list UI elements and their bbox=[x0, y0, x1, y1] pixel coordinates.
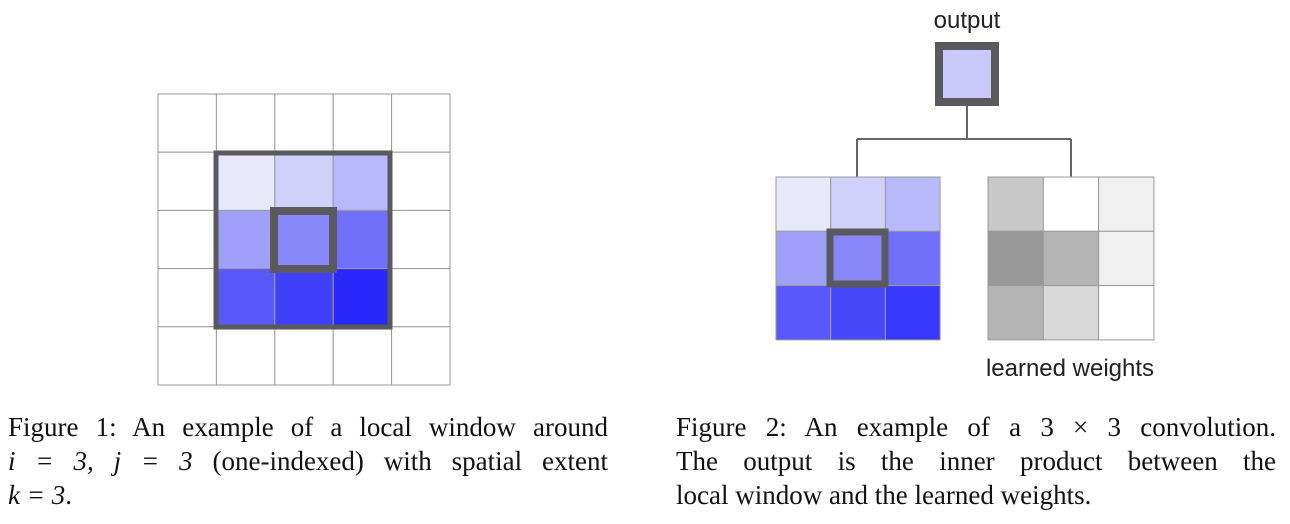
figure1-cell-r4-c1 bbox=[157, 268, 217, 328]
figure1-cell-r1-c1 bbox=[157, 93, 217, 153]
figure1-cell-r2-c1 bbox=[157, 151, 217, 211]
figure2-window-cell-r3-c1 bbox=[775, 285, 832, 341]
figure1-cell-r5-c2 bbox=[215, 326, 276, 386]
weights-cell-r1-c2 bbox=[1042, 176, 1100, 232]
weights-cell-r1-c3 bbox=[1098, 176, 1155, 232]
learned-weights-label: learned weights bbox=[986, 355, 1154, 382]
figure1-cell-r1-c4 bbox=[332, 93, 393, 153]
figure1-grid bbox=[157, 93, 451, 386]
figure2-window-cell-r2-c2 bbox=[830, 230, 886, 287]
figure2-caption-line1: Figure 2: An example of a 3 × 3 convolut… bbox=[676, 412, 1276, 442]
figure2-window-cell-r1-c3 bbox=[884, 176, 941, 232]
weights-cell-r3-c3 bbox=[1098, 285, 1155, 341]
figure1-cell-r3-c5 bbox=[391, 209, 451, 270]
weights-cell-r1-c1 bbox=[987, 176, 1044, 232]
figure1-cell-r1-c3 bbox=[274, 93, 334, 153]
figure1-cell-r5-c5 bbox=[391, 326, 451, 386]
figure2-window-cell-r2-c1 bbox=[775, 230, 832, 287]
figure1-cell-r4-c4 bbox=[332, 268, 393, 328]
figure2-window-cell-r3-c3 bbox=[884, 285, 941, 341]
figure1-caption-math-k: k = 3 bbox=[8, 480, 66, 510]
figure1-caption-line3-text: . bbox=[65, 480, 72, 510]
figure1-cell-r4-c2 bbox=[215, 268, 276, 328]
weights-cell-r2-c1 bbox=[987, 230, 1044, 287]
weights-cell-r3-c1 bbox=[987, 285, 1044, 341]
figure1-cell-r5-c1 bbox=[157, 326, 217, 386]
figure1-cell-r1-c5 bbox=[391, 93, 451, 153]
figure2-window-cell-r2-c3 bbox=[884, 230, 941, 287]
figure1-cell-r2-c5 bbox=[391, 151, 451, 211]
figure1-caption-line2-text: (one-indexed) with spatial extent bbox=[212, 446, 608, 476]
figure1-window-frame bbox=[213, 150, 393, 330]
weights-cell-r2-c2 bbox=[1042, 230, 1100, 287]
figure1-cell-r3-c2 bbox=[215, 209, 276, 270]
learned-weights-grid bbox=[987, 176, 1155, 341]
figure1-caption-math-ij: i = 3, j = 3 bbox=[8, 446, 193, 476]
figure2-local-window bbox=[775, 176, 941, 341]
output-label: output bbox=[934, 7, 1001, 34]
figure1-cell-r1-c2 bbox=[215, 93, 276, 153]
figure1-caption-line2: i = 3, j = 3 (one-indexed) with spatial … bbox=[8, 444, 608, 478]
figure2-caption: Figure 2: An example of a 3 × 3 convolut… bbox=[676, 410, 1276, 512]
output-box bbox=[935, 42, 999, 106]
figure1-center-frame bbox=[270, 207, 337, 273]
figure2-window-cell-r3-c2 bbox=[830, 285, 886, 341]
figure2-window-cell-r1-c2 bbox=[830, 176, 886, 232]
figure1-cell-r2-c2 bbox=[215, 151, 276, 211]
figure1-cell-r4-c3 bbox=[274, 268, 334, 328]
figure2-window-cell-r1-c1 bbox=[775, 176, 832, 232]
figure1-cell-r5-c3 bbox=[274, 326, 334, 386]
figure1-cell-r3-c4 bbox=[332, 209, 393, 270]
figure1-caption-line1: Figure 1: An example of a local window a… bbox=[8, 412, 608, 442]
weights-cell-r2-c3 bbox=[1098, 230, 1155, 287]
figure1-cell-r2-c3 bbox=[274, 151, 334, 211]
figure1-cell-r3-c3 bbox=[274, 209, 334, 270]
tree-connector bbox=[856, 106, 1072, 177]
weights-cell-r3-c2 bbox=[1042, 285, 1100, 341]
figure1-caption: Figure 1: An example of a local window a… bbox=[8, 410, 608, 512]
figure1-caption-line3: k = 3. bbox=[8, 478, 608, 512]
figure1-cell-r4-c5 bbox=[391, 268, 451, 328]
figure1-cell-r5-c4 bbox=[332, 326, 393, 386]
figure1-cell-r2-c4 bbox=[332, 151, 393, 211]
figure1-cell-r3-c1 bbox=[157, 209, 217, 270]
figure2-caption-line2: The output is the inner product between … bbox=[676, 446, 1276, 476]
figure2-caption-line3: local window and the learned weights. bbox=[676, 480, 1092, 510]
figure2-center-frame bbox=[826, 228, 889, 288]
